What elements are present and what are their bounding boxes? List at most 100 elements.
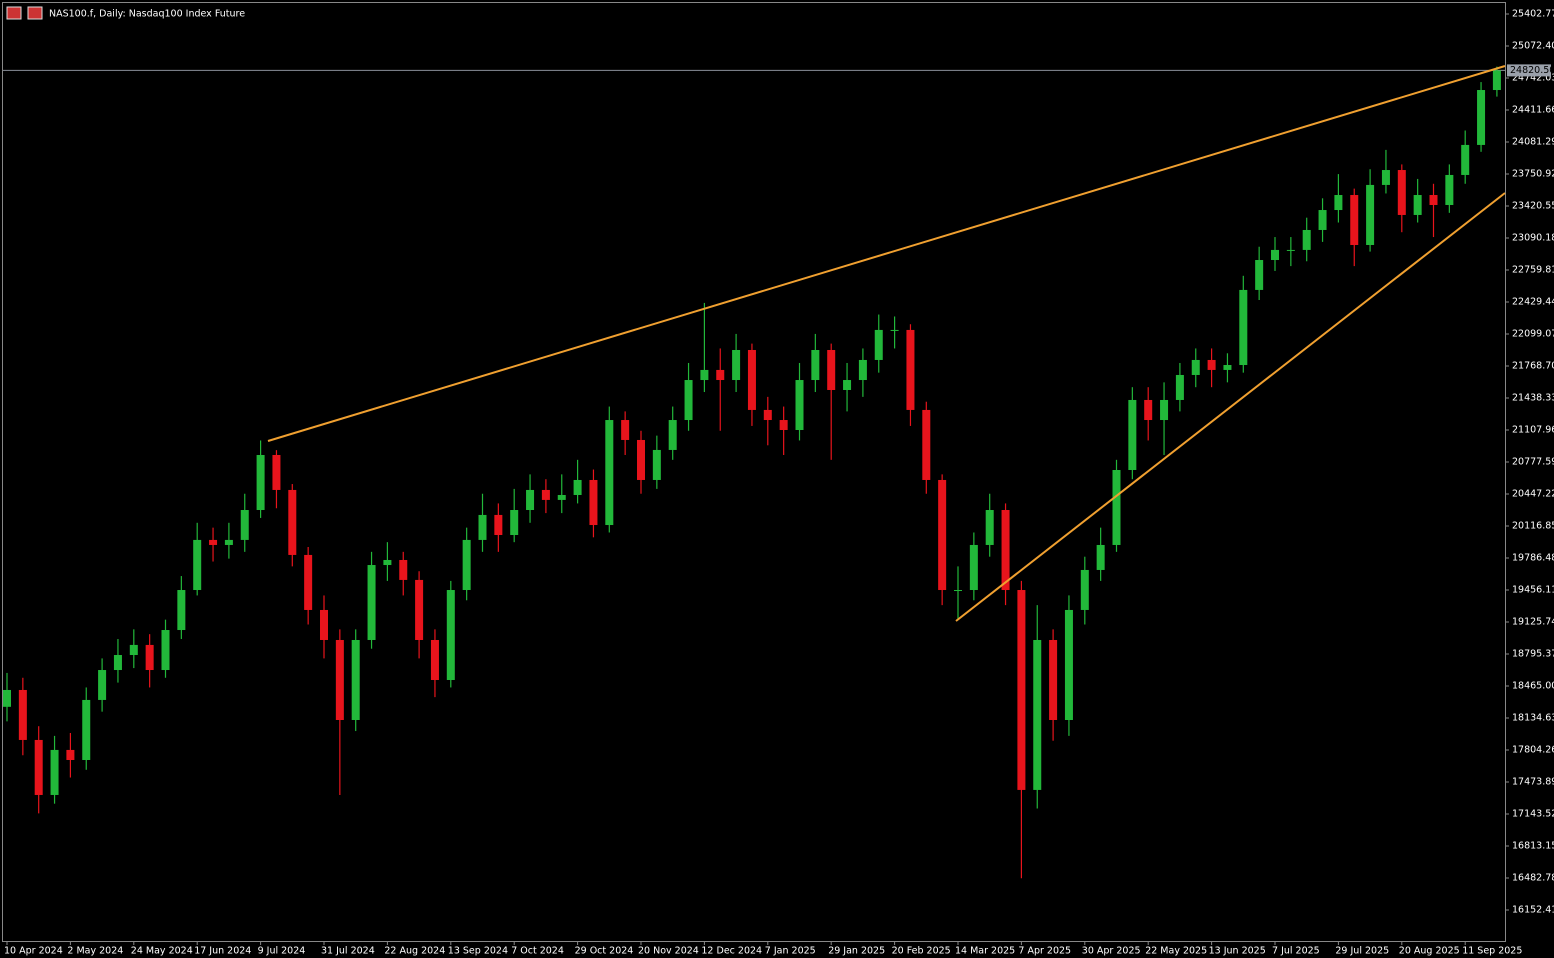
candle-body (272, 454, 281, 490)
candle-body (541, 489, 550, 500)
y-tick-label: 22099.07 (1512, 329, 1554, 340)
x-tick-label: 10 Apr 2024 (4, 946, 63, 957)
candle-body (1096, 544, 1105, 570)
current-price-box (1507, 64, 1551, 77)
candle-body (1366, 184, 1375, 245)
candle-body (589, 479, 598, 526)
candle-body (1492, 70, 1501, 91)
candle-body (98, 670, 107, 700)
candle-body (874, 329, 883, 360)
candle-body (1112, 470, 1121, 545)
candle-body (1350, 195, 1359, 245)
candle-body (494, 514, 503, 535)
candle-body (573, 479, 582, 495)
x-tick-label: 22 Aug 2024 (384, 946, 445, 957)
x-tick-label: 29 Jul 2025 (1335, 946, 1389, 957)
trendline-lower (955, 192, 1506, 622)
candle-body (1302, 229, 1311, 250)
candle-body (18, 689, 27, 740)
candle-body (3, 689, 11, 707)
candle-body (177, 590, 186, 631)
candle-body (50, 749, 59, 795)
y-tick-label: 23750.92 (1512, 169, 1554, 180)
y-tick-label: 25402.77 (1512, 9, 1554, 20)
x-tick-label: 13 Sep 2024 (448, 946, 508, 957)
candle-body (145, 644, 154, 671)
candle-body (1334, 195, 1343, 211)
candle-body (938, 479, 947, 591)
candle-body (1175, 374, 1184, 400)
candle-body (1049, 639, 1058, 721)
y-tick-label: 20447.22 (1512, 489, 1554, 500)
icon (6, 6, 22, 20)
candle-body (1160, 399, 1169, 421)
candle-body (526, 489, 535, 511)
candle-body (1128, 399, 1137, 471)
candle-body (985, 510, 994, 545)
trendline-upper (267, 65, 1506, 442)
y-tick-label: 18465.00 (1512, 681, 1554, 692)
candle-body (304, 554, 313, 610)
y-tick-label: 19456.11 (1512, 585, 1554, 596)
candle-body (240, 510, 249, 540)
candle-body (684, 380, 693, 421)
candle-body (890, 329, 899, 331)
candle-body (858, 359, 867, 381)
candle-body (66, 749, 75, 761)
y-tick-label: 24742.03 (1512, 73, 1554, 84)
y-tick-label: 23420.55 (1512, 201, 1554, 212)
y-tick-label: 20777.59 (1512, 457, 1554, 468)
y-tick-label: 16152.41 (1512, 905, 1554, 916)
candle-body (637, 439, 645, 480)
candle-body (1033, 639, 1042, 790)
candle-body (969, 544, 978, 591)
x-tick-label: 31 Jul 2024 (321, 946, 375, 957)
icon (27, 6, 43, 20)
candle-body (732, 349, 741, 381)
candle-body (446, 590, 455, 680)
x-tick-label: 9 Jul 2024 (258, 946, 306, 957)
candle-body (605, 420, 614, 526)
candle-body (256, 454, 265, 511)
x-tick-label: 20 Nov 2024 (638, 946, 699, 957)
candle-body (209, 539, 218, 545)
candle-body (906, 329, 915, 410)
candle-body (668, 420, 677, 450)
y-tick-label: 17804.26 (1512, 745, 1554, 756)
candle-body (82, 699, 91, 761)
y-tick-label: 19786.48 (1512, 553, 1554, 564)
x-tick-label: 29 Oct 2024 (575, 946, 634, 957)
candle-body (954, 590, 962, 592)
current-price-label: 24820.50 (1510, 65, 1554, 76)
candle-body (399, 559, 408, 580)
candle-body (652, 449, 661, 480)
y-tick-label: 24081.29 (1512, 137, 1554, 148)
y-tick-label: 21768.70 (1512, 361, 1554, 372)
x-tick-label: 7 Jul 2025 (1272, 946, 1320, 957)
candle-body (383, 559, 392, 566)
candle-body (1381, 170, 1390, 185)
candle-body (1397, 170, 1406, 215)
y-tick-label: 21107.96 (1512, 425, 1554, 436)
candle-body (1413, 195, 1422, 215)
x-tick-label: 17 Jun 2024 (194, 946, 251, 957)
candle-body (367, 565, 376, 640)
candle-body (779, 420, 788, 430)
x-tick-label: 20 Aug 2025 (1399, 946, 1460, 957)
x-tick-label: 7 Apr 2025 (1018, 946, 1071, 957)
x-tick-label: 29 Jan 2025 (828, 946, 885, 957)
y-tick-label: 23090.18 (1512, 233, 1554, 244)
title-icons (6, 6, 43, 20)
plot-border (2, 2, 1506, 942)
candle-body (351, 639, 360, 721)
y-tick-label: 20116.85 (1512, 521, 1554, 532)
x-tick-label: 12 Dec 2024 (701, 946, 762, 957)
candle-body (795, 380, 804, 430)
candle-body (161, 630, 170, 671)
x-tick-label: 7 Jan 2025 (765, 946, 816, 957)
candle-body (811, 349, 820, 381)
candle-body (763, 409, 772, 421)
